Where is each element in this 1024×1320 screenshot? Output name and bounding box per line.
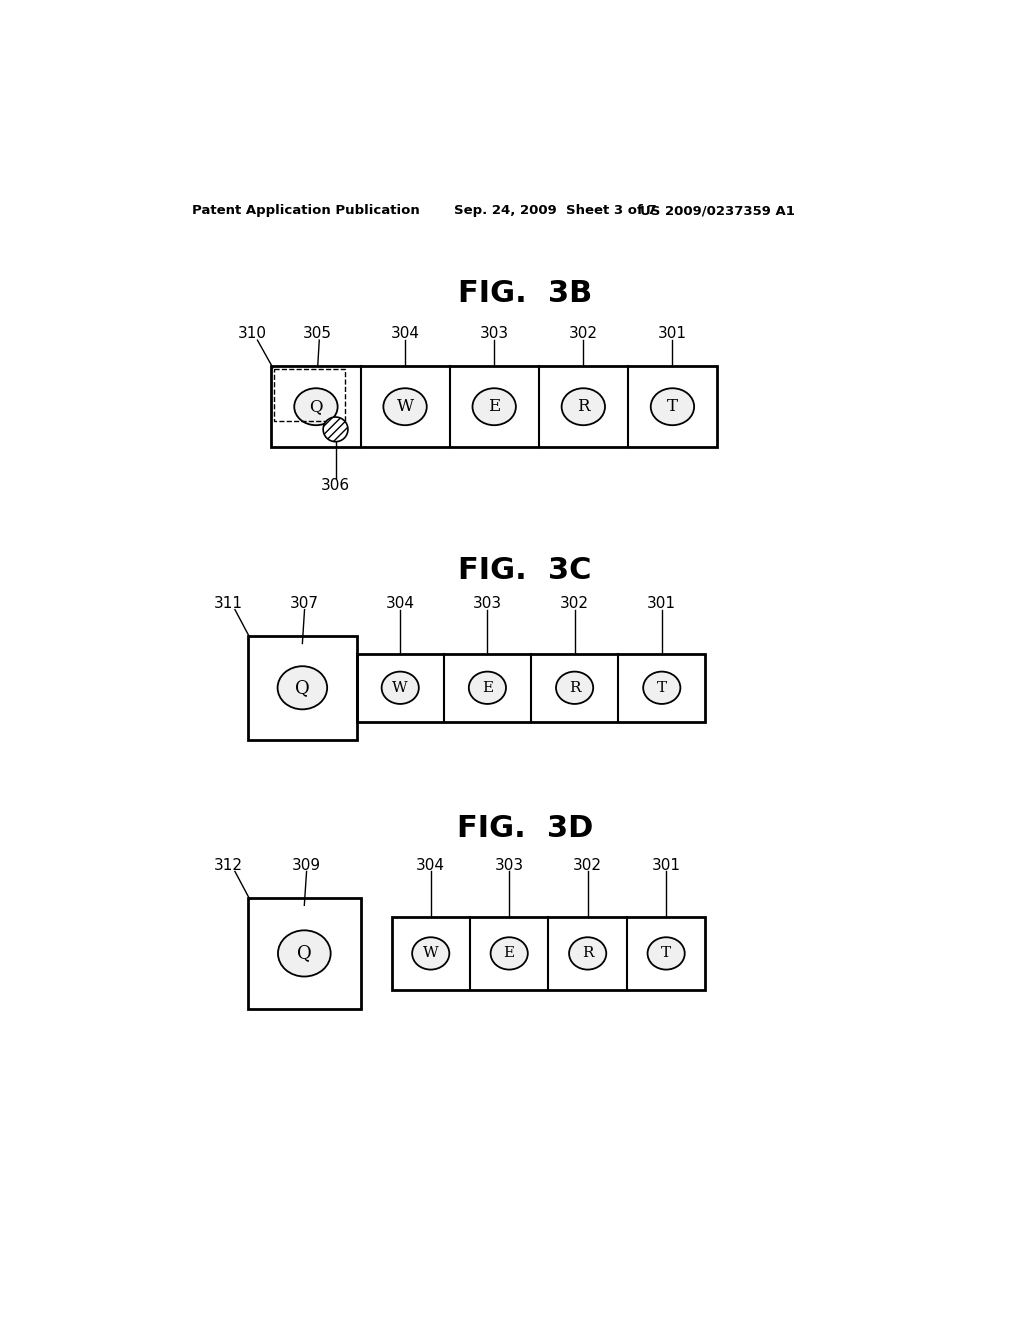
Text: 302: 302 — [568, 326, 598, 342]
Text: 304: 304 — [386, 595, 415, 611]
Text: 303: 303 — [495, 858, 523, 873]
Ellipse shape — [382, 672, 419, 704]
Ellipse shape — [643, 672, 680, 704]
Text: T: T — [656, 681, 667, 694]
Text: R: R — [578, 399, 590, 416]
Text: 301: 301 — [647, 595, 676, 611]
Bar — [356, 653, 706, 722]
Text: FIG.  3D: FIG. 3D — [457, 814, 593, 842]
Text: US 2009/0237359 A1: US 2009/0237359 A1 — [640, 205, 795, 218]
Text: E: E — [488, 399, 501, 416]
Text: W: W — [396, 399, 414, 416]
Ellipse shape — [561, 388, 605, 425]
Ellipse shape — [383, 388, 427, 425]
Text: 311: 311 — [214, 595, 244, 611]
Text: T: T — [662, 946, 671, 961]
Text: 312: 312 — [214, 858, 244, 873]
Text: 309: 309 — [292, 858, 322, 873]
Text: Q: Q — [295, 678, 309, 697]
Ellipse shape — [647, 937, 685, 970]
Text: 302: 302 — [573, 858, 602, 873]
Text: E: E — [504, 946, 515, 961]
Text: FIG.  3C: FIG. 3C — [458, 556, 592, 585]
Text: W: W — [392, 681, 408, 694]
Bar — [248, 636, 356, 739]
Text: W: W — [423, 946, 438, 961]
Ellipse shape — [472, 388, 516, 425]
Text: FIG.  3B: FIG. 3B — [458, 279, 592, 308]
Text: 301: 301 — [651, 858, 681, 873]
Text: 310: 310 — [238, 326, 266, 342]
Text: 307: 307 — [290, 595, 319, 611]
Ellipse shape — [650, 388, 694, 425]
Text: 302: 302 — [560, 595, 589, 611]
Text: Q: Q — [297, 944, 311, 962]
Text: Q: Q — [309, 399, 323, 416]
Text: R: R — [569, 681, 581, 694]
Text: 303: 303 — [479, 326, 509, 342]
Text: 304: 304 — [390, 326, 420, 342]
Text: E: E — [482, 681, 493, 694]
Text: 306: 306 — [321, 478, 350, 494]
Ellipse shape — [294, 388, 338, 425]
Ellipse shape — [469, 672, 506, 704]
Text: 303: 303 — [473, 595, 502, 611]
Ellipse shape — [278, 931, 331, 977]
Ellipse shape — [278, 667, 328, 709]
Bar — [391, 917, 706, 990]
Text: R: R — [582, 946, 594, 961]
Circle shape — [324, 417, 348, 442]
Text: Sep. 24, 2009  Sheet 3 of 7: Sep. 24, 2009 Sheet 3 of 7 — [454, 205, 656, 218]
Bar — [271, 367, 717, 447]
Ellipse shape — [556, 672, 593, 704]
Ellipse shape — [412, 937, 450, 970]
Bar — [273, 368, 345, 421]
Bar — [248, 898, 360, 1010]
Text: T: T — [667, 399, 678, 416]
Text: Patent Application Publication: Patent Application Publication — [191, 205, 419, 218]
Ellipse shape — [490, 937, 527, 970]
Text: 305: 305 — [303, 326, 332, 342]
Ellipse shape — [569, 937, 606, 970]
Text: 304: 304 — [416, 858, 445, 873]
Text: 301: 301 — [658, 326, 687, 342]
